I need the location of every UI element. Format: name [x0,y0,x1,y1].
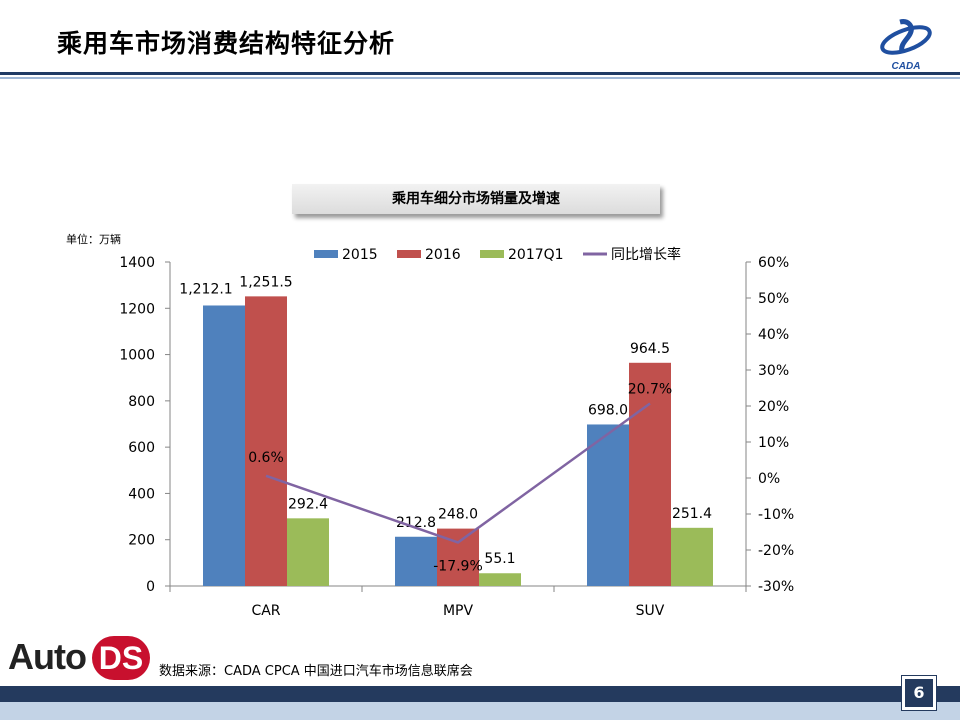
line-data-label: -17.9% [433,558,483,574]
y-right-tick-label: 10% [758,435,789,451]
cada-logo: CADA [880,19,932,72]
bar-2017Q1-SUV [671,527,713,586]
bar-data-label: 698.0 [588,402,628,418]
bar-2016-SUV [629,362,671,586]
bar-2016-CAR [245,296,287,586]
page-number: 6 [901,675,937,711]
y-right-tick-label: 50% [758,291,789,307]
source-note: 数据来源：CADA CPCA 中国进口汽车市场信息联席会 [159,664,473,679]
cada-logo-text: CADA [892,61,921,72]
page-title: 乘用车市场消费结构特征分析 [57,29,396,58]
y-right-tick-label: 0% [758,471,780,487]
x-tick-label: MPV [443,603,474,619]
y-right-tick-label: -30% [758,579,794,595]
legend-label: 同比增长率 [611,246,681,263]
y-left-tick-label: 1400 [119,255,155,271]
bar-2017Q1-CAR [287,518,329,586]
y-left-tick-label: 1000 [119,348,155,364]
chart-heading: 乘用车细分市场销量及增速 [292,184,660,214]
legend-label: 2016 [425,247,461,263]
autods-logo-auto: Auto [8,636,87,677]
y-left-tick-label: 600 [128,440,155,456]
line-data-label: 20.7% [628,381,672,397]
y-right-tick-label: 40% [758,327,789,343]
bar-data-label: 964.5 [630,341,670,357]
bar-data-label: 1,212.1 [179,281,232,297]
x-tick-label: CAR [251,603,280,619]
line-同比增长率 [265,402,651,544]
legend-swatch-2017Q1 [480,250,504,258]
bar-data-label: 212.8 [396,515,436,531]
unit-label: 单位：万辆 [66,233,121,246]
legend-label: 2017Q1 [508,247,564,263]
y-right-tick-label: 20% [758,399,789,415]
y-left-tick-label: 400 [128,486,155,502]
bar-data-label: 292.4 [288,496,328,512]
y-left-tick-label: 1200 [119,301,155,317]
y-left-tick-label: 800 [128,394,155,410]
bar-2015-MPV [395,536,437,586]
y-left-tick-label: 0 [146,579,155,595]
y-right-tick-label: 60% [758,255,789,271]
bar-2017Q1-MPV [479,573,521,586]
x-tick-label: SUV [636,603,665,619]
bar-data-label: 55.1 [484,551,515,567]
legend-swatch-2016 [397,250,421,258]
title-rule [0,72,960,75]
title-rule-accent [0,77,960,79]
autods-logo-ds: DS [92,636,150,680]
bar-2015-SUV [587,424,629,586]
bar-2015-CAR [203,305,245,586]
footer-bar [0,686,960,702]
footer-bar-accent [0,702,960,720]
legend-swatch-2015 [314,250,338,258]
line-data-label: 0.6% [248,450,284,466]
y-right-tick-label: -10% [758,507,794,523]
legend-label: 2015 [342,247,378,263]
y-right-tick-label: 30% [758,363,789,379]
bar-data-label: 248.0 [438,507,478,523]
bar-data-label: 1,251.5 [239,274,292,290]
y-left-tick-label: 200 [128,533,155,549]
bar-data-label: 251.4 [672,506,712,522]
y-right-tick-label: -20% [758,543,794,559]
